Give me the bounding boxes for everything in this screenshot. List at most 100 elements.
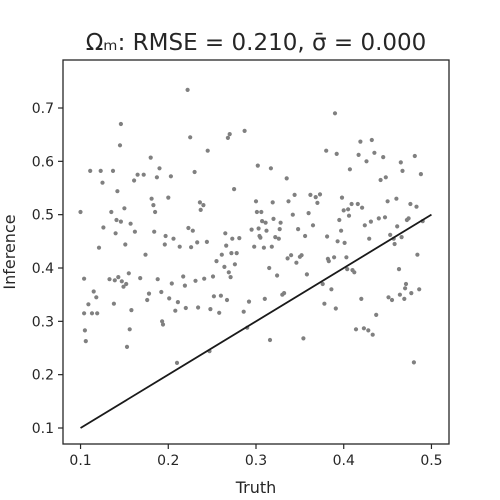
data-point xyxy=(101,225,106,230)
data-point xyxy=(249,227,254,232)
data-point xyxy=(88,168,93,173)
data-point xyxy=(294,260,299,265)
data-point xyxy=(113,231,118,236)
data-point xyxy=(332,111,338,116)
data-point xyxy=(175,300,180,305)
data-point xyxy=(403,281,409,287)
data-point xyxy=(394,196,399,201)
data-point xyxy=(270,200,275,205)
data-point xyxy=(310,223,316,228)
data-point xyxy=(82,311,87,316)
data-point xyxy=(367,236,372,241)
data-point xyxy=(360,205,365,210)
data-point xyxy=(304,272,309,277)
data-point xyxy=(228,275,233,280)
data-point xyxy=(171,236,176,241)
data-point xyxy=(153,209,158,215)
data-point xyxy=(368,219,373,224)
data-point xyxy=(234,251,239,256)
data-point xyxy=(383,175,388,180)
data-point xyxy=(224,297,230,303)
data-point xyxy=(107,277,112,282)
data-point xyxy=(358,139,363,144)
data-point xyxy=(388,232,393,237)
data-point xyxy=(303,233,308,239)
data-point xyxy=(126,271,131,276)
data-point xyxy=(166,195,171,200)
data-point xyxy=(229,251,234,256)
data-point xyxy=(185,87,190,92)
data-point xyxy=(127,327,132,332)
data-point xyxy=(214,259,219,264)
data-point xyxy=(193,278,198,283)
data-point xyxy=(385,199,390,204)
data-point xyxy=(389,297,395,303)
data-point xyxy=(339,195,345,200)
data-point xyxy=(132,178,137,183)
data-point xyxy=(160,319,165,324)
data-point xyxy=(204,239,209,244)
y-tick-label: 0.4 xyxy=(32,261,54,277)
data-point xyxy=(409,291,414,296)
data-point xyxy=(276,236,281,241)
data-point xyxy=(82,328,87,333)
data-point xyxy=(299,253,304,258)
data-point xyxy=(205,148,210,153)
data-point xyxy=(269,244,274,249)
data-point xyxy=(117,143,123,148)
data-point xyxy=(337,217,342,223)
data-point xyxy=(174,360,180,365)
x-axis-label: Truth xyxy=(235,478,277,497)
data-point xyxy=(173,308,178,313)
x-tick-label: 0.3 xyxy=(245,453,267,469)
data-point xyxy=(183,305,188,311)
data-point xyxy=(399,235,404,240)
data-point xyxy=(333,306,338,311)
data-point xyxy=(189,245,194,250)
data-point xyxy=(397,292,402,297)
data-point xyxy=(217,310,222,315)
data-point xyxy=(128,221,133,226)
data-point xyxy=(398,160,403,165)
data-point xyxy=(326,259,331,264)
data-point xyxy=(154,175,159,180)
data-point xyxy=(406,216,411,221)
data-point xyxy=(225,135,230,140)
data-point xyxy=(255,163,260,168)
data-point xyxy=(148,155,153,160)
data-point xyxy=(152,229,157,234)
data-point xyxy=(418,172,423,177)
data-point xyxy=(89,311,95,316)
data-point xyxy=(96,245,102,250)
data-point xyxy=(347,167,352,172)
data-point xyxy=(364,159,369,164)
x-tick-label: 0.2 xyxy=(157,453,179,469)
data-point xyxy=(208,307,213,312)
data-point xyxy=(414,204,419,209)
data-point xyxy=(335,239,340,244)
data-point xyxy=(362,223,367,228)
data-point xyxy=(237,236,242,241)
data-point xyxy=(285,256,290,261)
data-point xyxy=(162,242,167,247)
data-point xyxy=(261,245,266,250)
data-point xyxy=(201,203,206,208)
data-point xyxy=(296,227,301,232)
data-point xyxy=(197,200,202,205)
data-point xyxy=(262,296,267,301)
data-point xyxy=(345,267,350,272)
data-point xyxy=(342,240,347,245)
data-point xyxy=(95,311,100,316)
data-point xyxy=(284,176,289,181)
y-axis-label: Inference xyxy=(0,214,19,289)
data-point xyxy=(417,287,422,292)
data-point xyxy=(264,228,269,233)
data-point xyxy=(263,220,268,225)
identity-reference-line xyxy=(80,213,432,429)
data-point xyxy=(267,265,272,271)
data-point xyxy=(320,281,325,287)
data-point xyxy=(211,294,216,299)
data-point xyxy=(369,137,374,143)
data-point xyxy=(392,241,397,247)
